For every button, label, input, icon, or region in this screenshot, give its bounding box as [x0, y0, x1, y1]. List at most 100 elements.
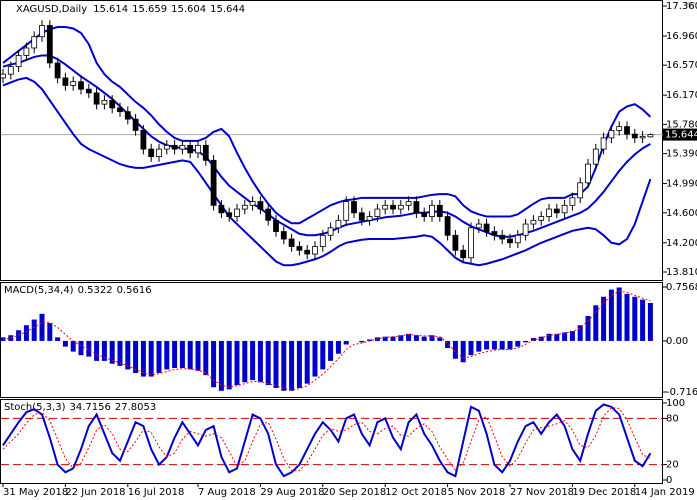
macd-bar [647, 303, 653, 341]
macd-bar [8, 335, 14, 341]
candle-body [54, 62, 61, 79]
candle-body [382, 204, 389, 210]
macd-bar [203, 340, 209, 376]
macd-bar [484, 340, 490, 350]
candle-body [15, 55, 22, 68]
macd-bar [452, 340, 458, 359]
candle-body [78, 81, 84, 90]
candle-body [429, 204, 435, 217]
macd-bar [523, 340, 529, 343]
macd-bar [62, 340, 68, 347]
macd-bar [250, 340, 256, 381]
x-tick-label: 20 Sep 2018 [323, 487, 386, 498]
macd-bar [367, 339, 373, 341]
stoch-panel [0, 399, 663, 484]
macd-bar [562, 332, 568, 341]
scroll-arrow [684, 2, 696, 9]
candle-body [171, 144, 178, 150]
candle-body [452, 234, 459, 251]
candle-body [561, 204, 568, 214]
candle-body [335, 219, 342, 229]
main-header: XAGUSD,Daily 15.614 15.659 15.604 15.644 [16, 4, 245, 15]
macd-bar [546, 333, 552, 341]
x-tick-label: 5 Nov 2018 [448, 487, 506, 498]
y-tick-label: 0.00 [666, 336, 688, 347]
candle-body [585, 163, 591, 184]
candle-body [109, 100, 116, 109]
candle-body [101, 100, 108, 105]
macd-bar [70, 340, 76, 352]
macd-bar [616, 287, 622, 341]
macd-bar [86, 340, 92, 357]
macd-bar [172, 340, 178, 369]
macd-bar [218, 340, 224, 391]
candle-body [514, 234, 521, 244]
candle-body [397, 204, 404, 210]
bollinger-band [2, 76, 652, 267]
y-tick-label: 80 [666, 413, 679, 424]
candle-body [600, 137, 607, 150]
signal-value: 0.5616 [117, 285, 152, 296]
low: 15.604 [171, 4, 206, 15]
candle-body [226, 212, 233, 217]
candle-body [46, 25, 53, 64]
macd-bar [179, 340, 185, 369]
macd-bar [296, 340, 302, 388]
macd-bar [460, 340, 466, 363]
y-tick-label: 20 [666, 460, 679, 471]
candle-body [405, 201, 412, 206]
candle-body [273, 219, 279, 232]
candle-body [546, 208, 552, 217]
macd-bar [601, 296, 607, 341]
candle-body [460, 249, 467, 259]
macd-bar [117, 340, 123, 366]
candle-body [117, 107, 123, 113]
macd-bar [343, 340, 349, 345]
x-tick-label: 31 May 2018 [3, 487, 68, 498]
macd-bar [226, 340, 232, 390]
candle-body [257, 201, 264, 210]
candle-body [304, 249, 311, 255]
candle-body [569, 197, 576, 206]
macd-bar [640, 299, 646, 341]
candle-body [296, 246, 303, 251]
candle-body [187, 144, 194, 154]
x-tick-label: 12 Oct 2018 [385, 487, 447, 498]
macd-bar [133, 340, 139, 373]
y-tick-label: -0.7168 [666, 387, 697, 398]
candle-body [195, 144, 201, 154]
candle-body [436, 204, 443, 217]
candle-body [351, 201, 357, 214]
x-tick-label: 22 Jun 2018 [65, 487, 125, 498]
macd-title: MACD(5,34,4) [4, 285, 74, 296]
candle-body [491, 231, 498, 236]
candle-body [413, 201, 420, 214]
macd-bar [164, 340, 170, 370]
candle-body [390, 204, 396, 210]
candle-body [62, 77, 69, 86]
macd-bar [242, 340, 248, 383]
macd-bar [406, 333, 412, 341]
macd-bar [55, 337, 61, 341]
candle-body [148, 148, 155, 158]
macd-bar [413, 335, 419, 341]
candle-body [639, 135, 646, 139]
candle-body [70, 81, 77, 86]
macd-bar [187, 340, 193, 370]
macd-bar [156, 340, 162, 373]
candle-body [319, 234, 326, 247]
macd-bar [437, 337, 443, 341]
macd-bar [445, 340, 451, 349]
bollinger-band [2, 54, 651, 238]
macd-value: 0.5322 [78, 285, 113, 296]
macd-bar [47, 323, 53, 341]
stoch-signal [2, 407, 651, 472]
macd-bar [398, 335, 404, 341]
y-tick-label: 16.960 [666, 31, 697, 42]
candle-body [475, 223, 482, 229]
macd-bar [585, 315, 591, 341]
y-tick-label: 100 [666, 398, 685, 409]
candle-body [124, 111, 131, 120]
macd-bar [569, 330, 575, 341]
